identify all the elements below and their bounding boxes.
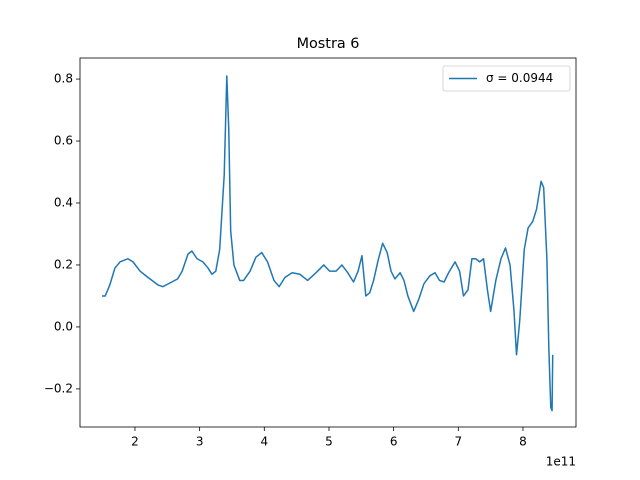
y-tick-label: 0.2 — [54, 257, 73, 271]
y-tick-label: 0.8 — [54, 72, 73, 86]
x-tick-label: 8 — [519, 435, 527, 449]
x-tick-label: 4 — [260, 435, 268, 449]
x-tick-label: 2 — [131, 435, 139, 449]
x-tick-label: 6 — [390, 435, 398, 449]
x-tick-label: 3 — [196, 435, 204, 449]
x-tick-label: 5 — [325, 435, 333, 449]
y-tick-label: −0.2 — [44, 381, 73, 395]
x-tick-label: 7 — [454, 435, 462, 449]
y-tick-label: 0.4 — [54, 195, 73, 209]
data-line — [101, 75, 554, 412]
legend-box — [442, 65, 571, 92]
axes-frame — [79, 57, 577, 428]
y-tick-label: 0.0 — [54, 319, 73, 333]
legend: σ = 0.0944 — [442, 65, 571, 92]
y-tick-label: 0.6 — [54, 134, 73, 148]
legend-label: σ = 0.0944 — [486, 71, 553, 85]
chart-title: Mostra 6 — [297, 36, 360, 52]
x-offset-label: 1e11 — [546, 455, 576, 469]
